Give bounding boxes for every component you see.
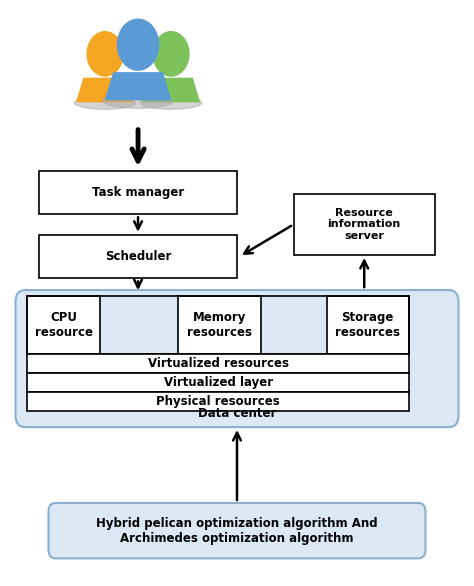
- Circle shape: [118, 19, 159, 70]
- Text: Hybrid pelican optimization algorithm And
Archimedes optimization algorithm: Hybrid pelican optimization algorithm An…: [96, 517, 378, 544]
- Bar: [327, 296, 409, 355]
- Bar: [178, 296, 261, 355]
- Bar: [39, 234, 237, 278]
- Text: Physical resources: Physical resources: [156, 395, 280, 408]
- Text: Virtualized layer: Virtualized layer: [164, 376, 273, 389]
- Polygon shape: [77, 79, 133, 102]
- Ellipse shape: [140, 97, 201, 109]
- Text: CPU
resource: CPU resource: [35, 311, 93, 339]
- Text: Memory
resources: Memory resources: [187, 311, 252, 339]
- FancyBboxPatch shape: [16, 290, 458, 427]
- Text: Storage
resources: Storage resources: [335, 311, 400, 339]
- Bar: [27, 355, 409, 373]
- Ellipse shape: [103, 94, 173, 108]
- Bar: [27, 296, 100, 355]
- Bar: [27, 296, 409, 355]
- Text: Scheduler: Scheduler: [105, 250, 171, 263]
- Bar: [293, 194, 435, 255]
- Polygon shape: [106, 73, 171, 100]
- Circle shape: [87, 32, 123, 76]
- Text: Data center: Data center: [198, 407, 276, 420]
- Text: Resource
information
server: Resource information server: [328, 208, 401, 241]
- Text: Virtualized resources: Virtualized resources: [148, 357, 289, 370]
- Circle shape: [153, 32, 189, 76]
- Bar: [27, 373, 409, 392]
- Ellipse shape: [74, 97, 136, 109]
- Bar: [27, 391, 409, 411]
- FancyBboxPatch shape: [48, 503, 426, 558]
- Bar: [39, 171, 237, 214]
- Text: Task manager: Task manager: [92, 186, 184, 199]
- Polygon shape: [143, 79, 199, 102]
